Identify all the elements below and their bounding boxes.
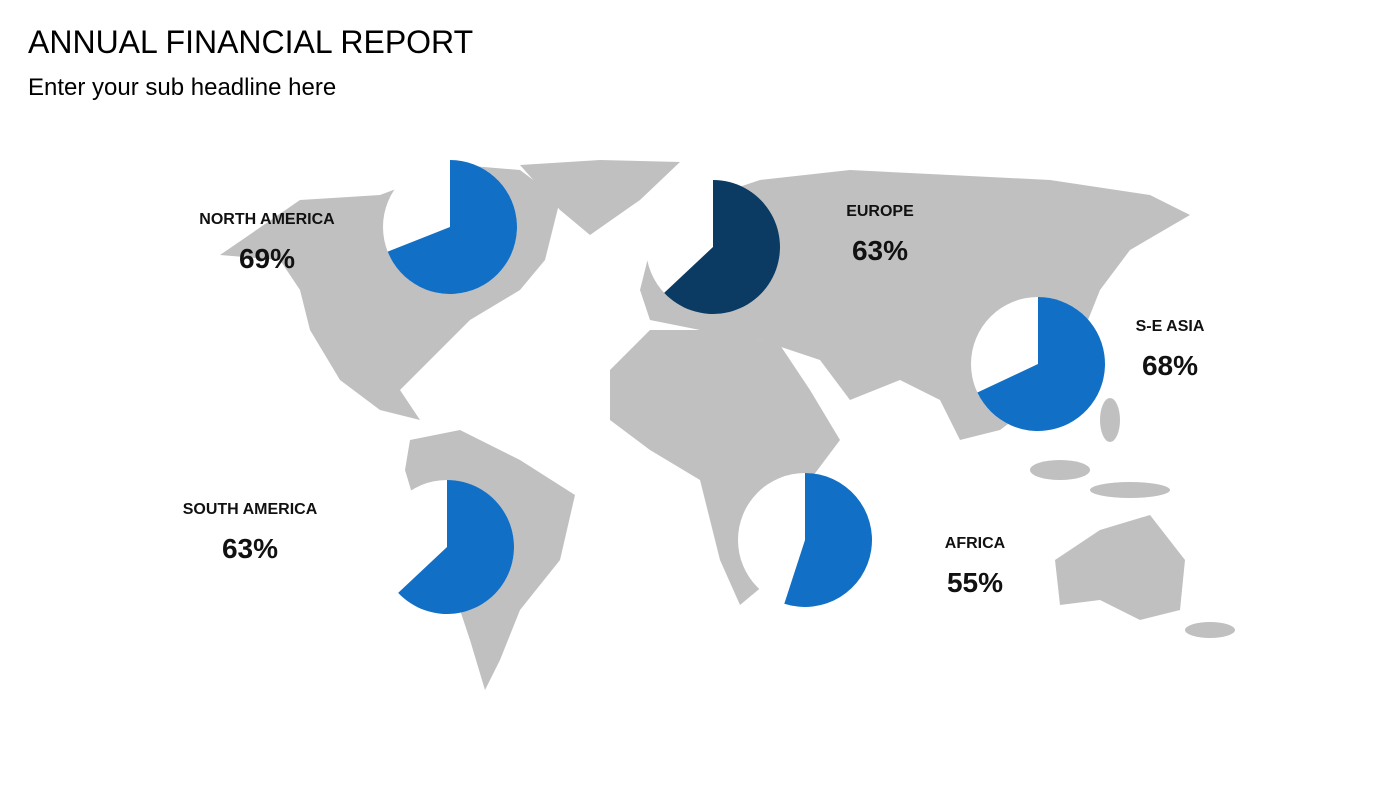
island [1100, 398, 1120, 442]
region-value: 55% [947, 567, 1003, 598]
region-name: SOUTH AMERICA [183, 501, 318, 518]
region-name: S-E ASIA [1136, 318, 1205, 335]
region-name: EUROPE [846, 203, 914, 220]
subtitle: Enter your sub headline here [28, 74, 336, 101]
region-value: 63% [222, 533, 278, 564]
pie-slice [398, 480, 514, 614]
pie-slice [977, 297, 1105, 432]
island [1030, 460, 1090, 480]
pie-slice [664, 180, 781, 314]
region-name: AFRICA [945, 535, 1006, 552]
region-value: 63% [852, 235, 908, 266]
pie-slice [784, 473, 872, 607]
greenland [520, 160, 680, 235]
region-value: 69% [239, 243, 295, 274]
title: ANNUAL FINANCIAL REPORT [28, 24, 473, 60]
island [1090, 482, 1170, 498]
pie-slice [387, 160, 517, 294]
island [1185, 622, 1235, 638]
region-name: NORTH AMERICA [199, 211, 335, 228]
australia [1055, 515, 1185, 620]
region-value: 68% [1142, 350, 1198, 381]
